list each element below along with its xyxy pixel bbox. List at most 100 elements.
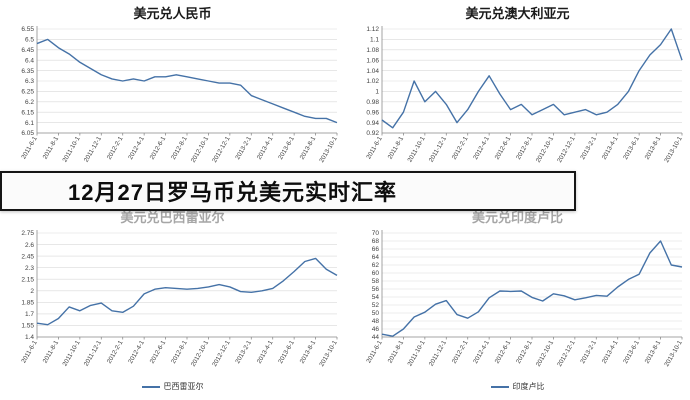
svg-text:2012-2-1: 2012-2-1 xyxy=(451,135,470,161)
svg-text:66: 66 xyxy=(372,246,380,253)
svg-text:2013-2-1: 2013-2-1 xyxy=(234,135,253,161)
chart-title-usd-inr: 美元兑印度卢比 xyxy=(471,210,563,225)
headline-banner: 12月27日罗马币兑美元实时汇率 xyxy=(0,171,576,211)
svg-text:2: 2 xyxy=(30,288,34,295)
svg-text:2011-10-1: 2011-10-1 xyxy=(406,339,426,367)
svg-text:2012-8-1: 2012-8-1 xyxy=(170,135,189,161)
svg-text:2011-10-1: 2011-10-1 xyxy=(406,135,426,163)
headline-text: 12月27日罗马币兑美元实时汇率 xyxy=(68,180,397,205)
chart-usd-inr: 美元兑印度卢比 70 68 66 64 62 60 58 56 54 52 50 48 46 44 2011… xyxy=(345,200,690,400)
svg-text:2013-8-1: 2013-8-1 xyxy=(644,339,663,365)
svg-text:2012-6-1: 2012-6-1 xyxy=(494,135,513,161)
svg-text:1.85: 1.85 xyxy=(21,300,34,307)
svg-text:2013-10-1: 2013-10-1 xyxy=(318,135,339,164)
line-chart-usd-cny: 6.556.56.456.46.356.36.256.26.156.16.052… xyxy=(20,26,339,164)
svg-text:2012-2-1: 2012-2-1 xyxy=(451,339,470,365)
svg-text:2012-4-1: 2012-4-1 xyxy=(472,339,491,365)
legend-line-icon xyxy=(141,385,160,388)
svg-text:2013-2-1: 2013-2-1 xyxy=(579,339,598,365)
svg-text:2011-8-1: 2011-8-1 xyxy=(42,135,61,160)
svg-text:6.35: 6.35 xyxy=(21,68,34,75)
svg-text:2.6: 2.6 xyxy=(25,242,34,249)
svg-text:2011-8-1: 2011-8-1 xyxy=(387,339,406,364)
svg-text:2011-6-1: 2011-6-1 xyxy=(20,135,39,160)
svg-text:2012-8-1: 2012-8-1 xyxy=(515,135,534,161)
svg-text:50: 50 xyxy=(372,310,380,317)
svg-text:2013-10-1: 2013-10-1 xyxy=(663,135,684,164)
line-chart-usd-aud: 1.12 1.1 1.08 1.06 1.04 1.02 1 0.98 0.96 0.94 0.92… xyxy=(365,26,684,164)
svg-text:6.25: 6.25 xyxy=(21,89,34,96)
svg-text:2.45: 2.45 xyxy=(21,253,34,260)
chart-usd-aud: 美元兑澳大利亚元 1.12 1.1 1.08 1.06 1.04 1.02 1 0.98 0.9… xyxy=(345,0,690,200)
svg-text:2013-6-1: 2013-6-1 xyxy=(622,135,641,161)
svg-text:2013-4-1: 2013-4-1 xyxy=(601,135,620,161)
svg-text:2012-2-1: 2012-2-1 xyxy=(106,339,125,365)
chart-title-usd-brl: 美元兑巴西雷亚尔 xyxy=(120,210,225,225)
chart-usd-brl: 美元兑巴西雷亚尔 2.75 2.6 2.45 2.3 2.15 2 1.85 1.7 1.55 1… xyxy=(0,200,345,400)
chart-title-usd-cny: 美元兑人民币 xyxy=(133,6,212,21)
svg-text:2011-12-1: 2011-12-1 xyxy=(428,339,448,367)
svg-text:6.4: 6.4 xyxy=(25,57,34,64)
svg-text:2013-10-1: 2013-10-1 xyxy=(318,339,339,368)
svg-text:2013-4-1: 2013-4-1 xyxy=(601,339,620,365)
svg-text:2012-4-1: 2012-4-1 xyxy=(127,339,146,365)
svg-text:2011-10-1: 2011-10-1 xyxy=(61,135,81,163)
svg-text:2012-8-1: 2012-8-1 xyxy=(515,339,534,365)
svg-text:2012-10-1: 2012-10-1 xyxy=(535,135,556,164)
svg-text:2013-8-1: 2013-8-1 xyxy=(644,135,663,161)
svg-text:2012-10-1: 2012-10-1 xyxy=(535,339,556,368)
svg-text:58: 58 xyxy=(372,278,380,285)
svg-text:2013-4-1: 2013-4-1 xyxy=(256,135,275,161)
svg-text:70: 70 xyxy=(372,230,380,237)
svg-text:2013-4-1: 2013-4-1 xyxy=(256,339,275,365)
svg-text:1.08: 1.08 xyxy=(366,47,379,54)
svg-text:6.5: 6.5 xyxy=(25,37,34,44)
svg-text:2012-6-1: 2012-6-1 xyxy=(494,339,513,365)
svg-text:2012-12-1: 2012-12-1 xyxy=(211,339,232,368)
svg-text:2011-12-1: 2011-12-1 xyxy=(83,135,103,163)
svg-text:2011-12-1: 2011-12-1 xyxy=(83,339,103,367)
legend-label: 巴西雷亚尔 xyxy=(163,382,204,391)
svg-text:0.98: 0.98 xyxy=(366,99,379,106)
legend-usd-inr: 印度卢比 xyxy=(490,381,545,392)
svg-text:2013-6-1: 2013-6-1 xyxy=(622,339,641,365)
svg-text:52: 52 xyxy=(372,302,380,309)
svg-text:46: 46 xyxy=(372,326,380,333)
svg-text:2012-12-1: 2012-12-1 xyxy=(211,135,232,164)
svg-text:1: 1 xyxy=(375,89,379,96)
svg-text:2013-6-1: 2013-6-1 xyxy=(277,135,296,161)
svg-text:1.06: 1.06 xyxy=(366,57,379,64)
svg-text:1.4: 1.4 xyxy=(25,334,34,341)
svg-text:6.1: 6.1 xyxy=(25,120,34,127)
svg-text:0.92: 0.92 xyxy=(366,130,379,137)
svg-text:2012-6-1: 2012-6-1 xyxy=(149,135,168,161)
svg-text:62: 62 xyxy=(372,262,380,269)
svg-text:2011-8-1: 2011-8-1 xyxy=(42,339,61,364)
legend-line-icon xyxy=(490,385,509,388)
svg-text:2011-6-1: 2011-6-1 xyxy=(365,135,384,160)
legend-usd-brl: 巴西雷亚尔 xyxy=(141,381,204,392)
svg-text:2.75: 2.75 xyxy=(21,230,34,237)
svg-text:0.94: 0.94 xyxy=(366,120,379,127)
svg-text:2012-10-1: 2012-10-1 xyxy=(190,339,211,368)
svg-text:2012-12-1: 2012-12-1 xyxy=(556,339,577,368)
chart-title-usd-aud: 美元兑澳大利亚元 xyxy=(465,6,570,21)
svg-text:2012-4-1: 2012-4-1 xyxy=(127,135,146,161)
svg-text:56: 56 xyxy=(372,286,380,293)
svg-text:2012-12-1: 2012-12-1 xyxy=(556,135,577,164)
svg-text:1.1: 1.1 xyxy=(370,37,379,44)
svg-text:1.7: 1.7 xyxy=(25,311,34,318)
svg-text:48: 48 xyxy=(372,318,380,325)
svg-text:6.2: 6.2 xyxy=(25,99,34,106)
svg-text:1.12: 1.12 xyxy=(366,26,379,33)
svg-text:2011-8-1: 2011-8-1 xyxy=(387,135,406,160)
svg-text:2013-6-1: 2013-6-1 xyxy=(277,339,296,365)
svg-text:2011-12-1: 2011-12-1 xyxy=(428,135,448,163)
svg-text:6.05: 6.05 xyxy=(21,130,34,137)
svg-text:2013-2-1: 2013-2-1 xyxy=(234,339,253,365)
svg-text:6.3: 6.3 xyxy=(25,78,34,85)
svg-text:2012-10-1: 2012-10-1 xyxy=(190,135,211,164)
svg-text:44: 44 xyxy=(372,334,380,341)
svg-text:60: 60 xyxy=(372,270,380,277)
